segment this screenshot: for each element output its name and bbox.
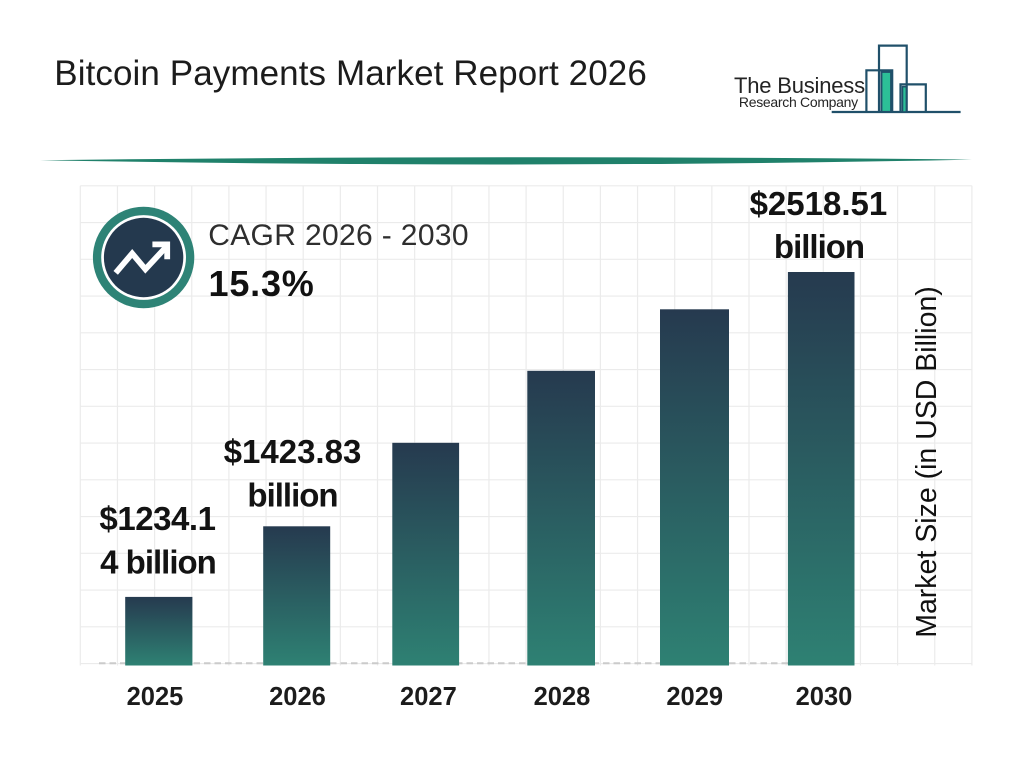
svg-text:2025: 2025 (127, 683, 184, 711)
svg-text:$2518.51: $2518.51 (750, 185, 888, 222)
svg-text:billion: billion (247, 477, 337, 514)
svg-text:Market Size (in USD Billion): Market Size (in USD Billion) (911, 286, 943, 638)
svg-text:$1423.83: $1423.83 (224, 433, 362, 470)
svg-text:billion: billion (774, 228, 864, 265)
svg-text:Bitcoin Payments Market Report: Bitcoin Payments Market Report 2026 (54, 54, 647, 93)
svg-text:Research Company: Research Company (739, 94, 858, 110)
svg-text:2030: 2030 (796, 683, 853, 711)
svg-text:The Business: The Business (734, 73, 865, 98)
svg-text:2027: 2027 (400, 683, 457, 711)
svg-text:2026: 2026 (269, 683, 326, 711)
svg-text:15.3%: 15.3% (209, 263, 315, 304)
svg-text:2029: 2029 (666, 683, 723, 711)
svg-text:4 billion: 4 billion (100, 544, 216, 581)
svg-text:$1234.1: $1234.1 (99, 500, 215, 537)
svg-text:CAGR 2026 - 2030: CAGR 2026 - 2030 (208, 219, 469, 252)
svg-text:2028: 2028 (534, 683, 591, 711)
